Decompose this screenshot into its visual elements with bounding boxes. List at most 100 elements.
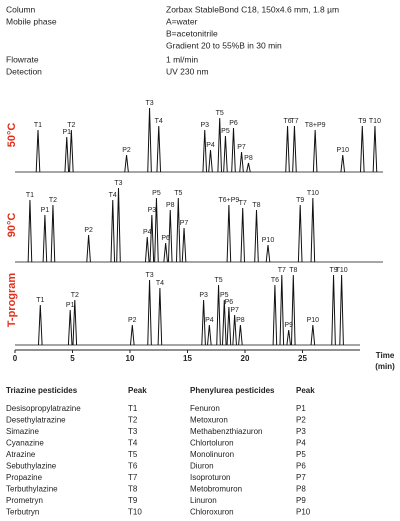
x-tick-label: 25 — [298, 354, 307, 363]
table-cell: Desisopropylatrazine — [6, 404, 81, 413]
peak — [265, 244, 271, 263]
peak-label: P6 — [229, 120, 238, 127]
table-cell: Cyanazine — [6, 439, 44, 448]
peak — [223, 135, 228, 173]
peak — [291, 274, 296, 346]
table-cell: T2 — [128, 416, 138, 425]
peak-label: P10 — [337, 147, 350, 154]
peak-label: P3 — [199, 292, 208, 299]
peak — [232, 314, 237, 346]
table-cell: T9 — [128, 496, 138, 505]
table-cell: Atrazine — [6, 450, 36, 459]
peak-label: T10 — [307, 190, 319, 197]
table-cell: T10 — [128, 508, 142, 517]
peak — [35, 129, 41, 173]
table-cell: T1 — [128, 404, 138, 413]
peak-label: T1 — [26, 192, 34, 199]
peak — [310, 324, 316, 346]
peak — [64, 136, 70, 173]
peak-label: P4 — [206, 142, 215, 149]
peak — [130, 324, 135, 346]
table-header: Peak — [128, 386, 147, 395]
peak-label: T7 — [239, 200, 247, 207]
peak-label: P5 — [152, 190, 161, 197]
peak-label: P3 — [200, 122, 209, 129]
peak — [226, 306, 232, 346]
peak — [147, 279, 152, 346]
table-cell: Desethylatrazine — [6, 416, 66, 425]
peak — [310, 197, 316, 263]
table-cell: P8 — [296, 485, 306, 494]
peak-label: T9 — [296, 197, 304, 204]
peak-label: P4 — [143, 229, 152, 236]
peak — [69, 129, 74, 173]
peak-label: P8 — [244, 155, 253, 162]
peak — [144, 236, 150, 263]
condition-value: Gradient 20 to 55%B in 30 min — [166, 40, 282, 50]
table-cell: Linuron — [190, 496, 217, 505]
condition-label: Flowrate — [6, 54, 39, 64]
peak-label: T5 — [214, 277, 222, 284]
peak-label: P4 — [205, 317, 214, 324]
table-cell: P1 — [296, 404, 306, 413]
table-cell: Simazine — [6, 427, 39, 436]
peak-label: P8 — [236, 317, 245, 324]
peak — [149, 214, 155, 263]
trace-title: 50°C — [6, 123, 18, 148]
peak-label: P10 — [262, 237, 275, 244]
table-cell: Monolinuron — [190, 450, 234, 459]
condition-value: 1 ml/min — [166, 54, 198, 64]
peak — [202, 129, 208, 173]
peak — [147, 107, 152, 173]
peak-label: T3 — [114, 180, 122, 187]
peak-label: T8 — [289, 267, 297, 274]
peak-label: T2 — [67, 122, 75, 129]
table-cell: T5 — [128, 450, 138, 459]
condition-label: Column — [6, 4, 36, 14]
peak — [231, 127, 236, 173]
table-cell: Propazine — [6, 473, 43, 482]
peak-label: T6+P9 — [218, 197, 239, 204]
peak-label: P7 — [180, 220, 189, 227]
table-cell: P5 — [296, 450, 306, 459]
table-cell: Methabenzthiazuron — [190, 427, 263, 436]
x-tick-label: 0 — [13, 354, 18, 363]
table-cell: T6 — [128, 462, 138, 471]
peak — [156, 125, 162, 173]
peak-label: T9 — [358, 118, 366, 125]
table-cell: P6 — [296, 462, 306, 471]
peak — [312, 129, 318, 173]
table-cell: P10 — [296, 508, 311, 517]
peak — [86, 234, 91, 263]
peak-label: T5 — [174, 190, 182, 197]
peak-label: T6 — [283, 118, 291, 125]
peak-label: P2 — [84, 227, 93, 234]
peak — [372, 125, 378, 173]
table-cell: Metoxuron — [190, 416, 228, 425]
peak — [240, 207, 245, 263]
peak — [292, 125, 297, 173]
table-cell: Diuron — [190, 462, 214, 471]
peak-label: P1 — [62, 129, 71, 136]
peak-label: T9 — [329, 267, 337, 274]
trace-title: 90°C — [6, 213, 18, 238]
table-cell: Sebuthylazine — [6, 462, 57, 471]
peak — [176, 197, 181, 263]
peak-label: P2 — [128, 317, 137, 324]
table-cell: Chloroxuron — [190, 508, 234, 517]
peak-label: P6 — [225, 299, 234, 306]
trace-title: T-program — [6, 273, 18, 328]
peak — [38, 304, 43, 346]
x-axis-label: Time — [376, 351, 395, 360]
peak-label: T5 — [216, 110, 224, 117]
peak-label: P10 — [307, 317, 320, 324]
peak-label: T4 — [109, 192, 117, 199]
x-tick-label: 20 — [241, 354, 250, 363]
peak-label: P9 — [284, 322, 293, 329]
peak — [201, 299, 206, 346]
peak — [124, 154, 129, 173]
peak-label: P8 — [166, 202, 175, 209]
peak-label: P3 — [148, 207, 157, 214]
peak — [50, 204, 56, 263]
peak-label: T7 — [290, 118, 298, 125]
